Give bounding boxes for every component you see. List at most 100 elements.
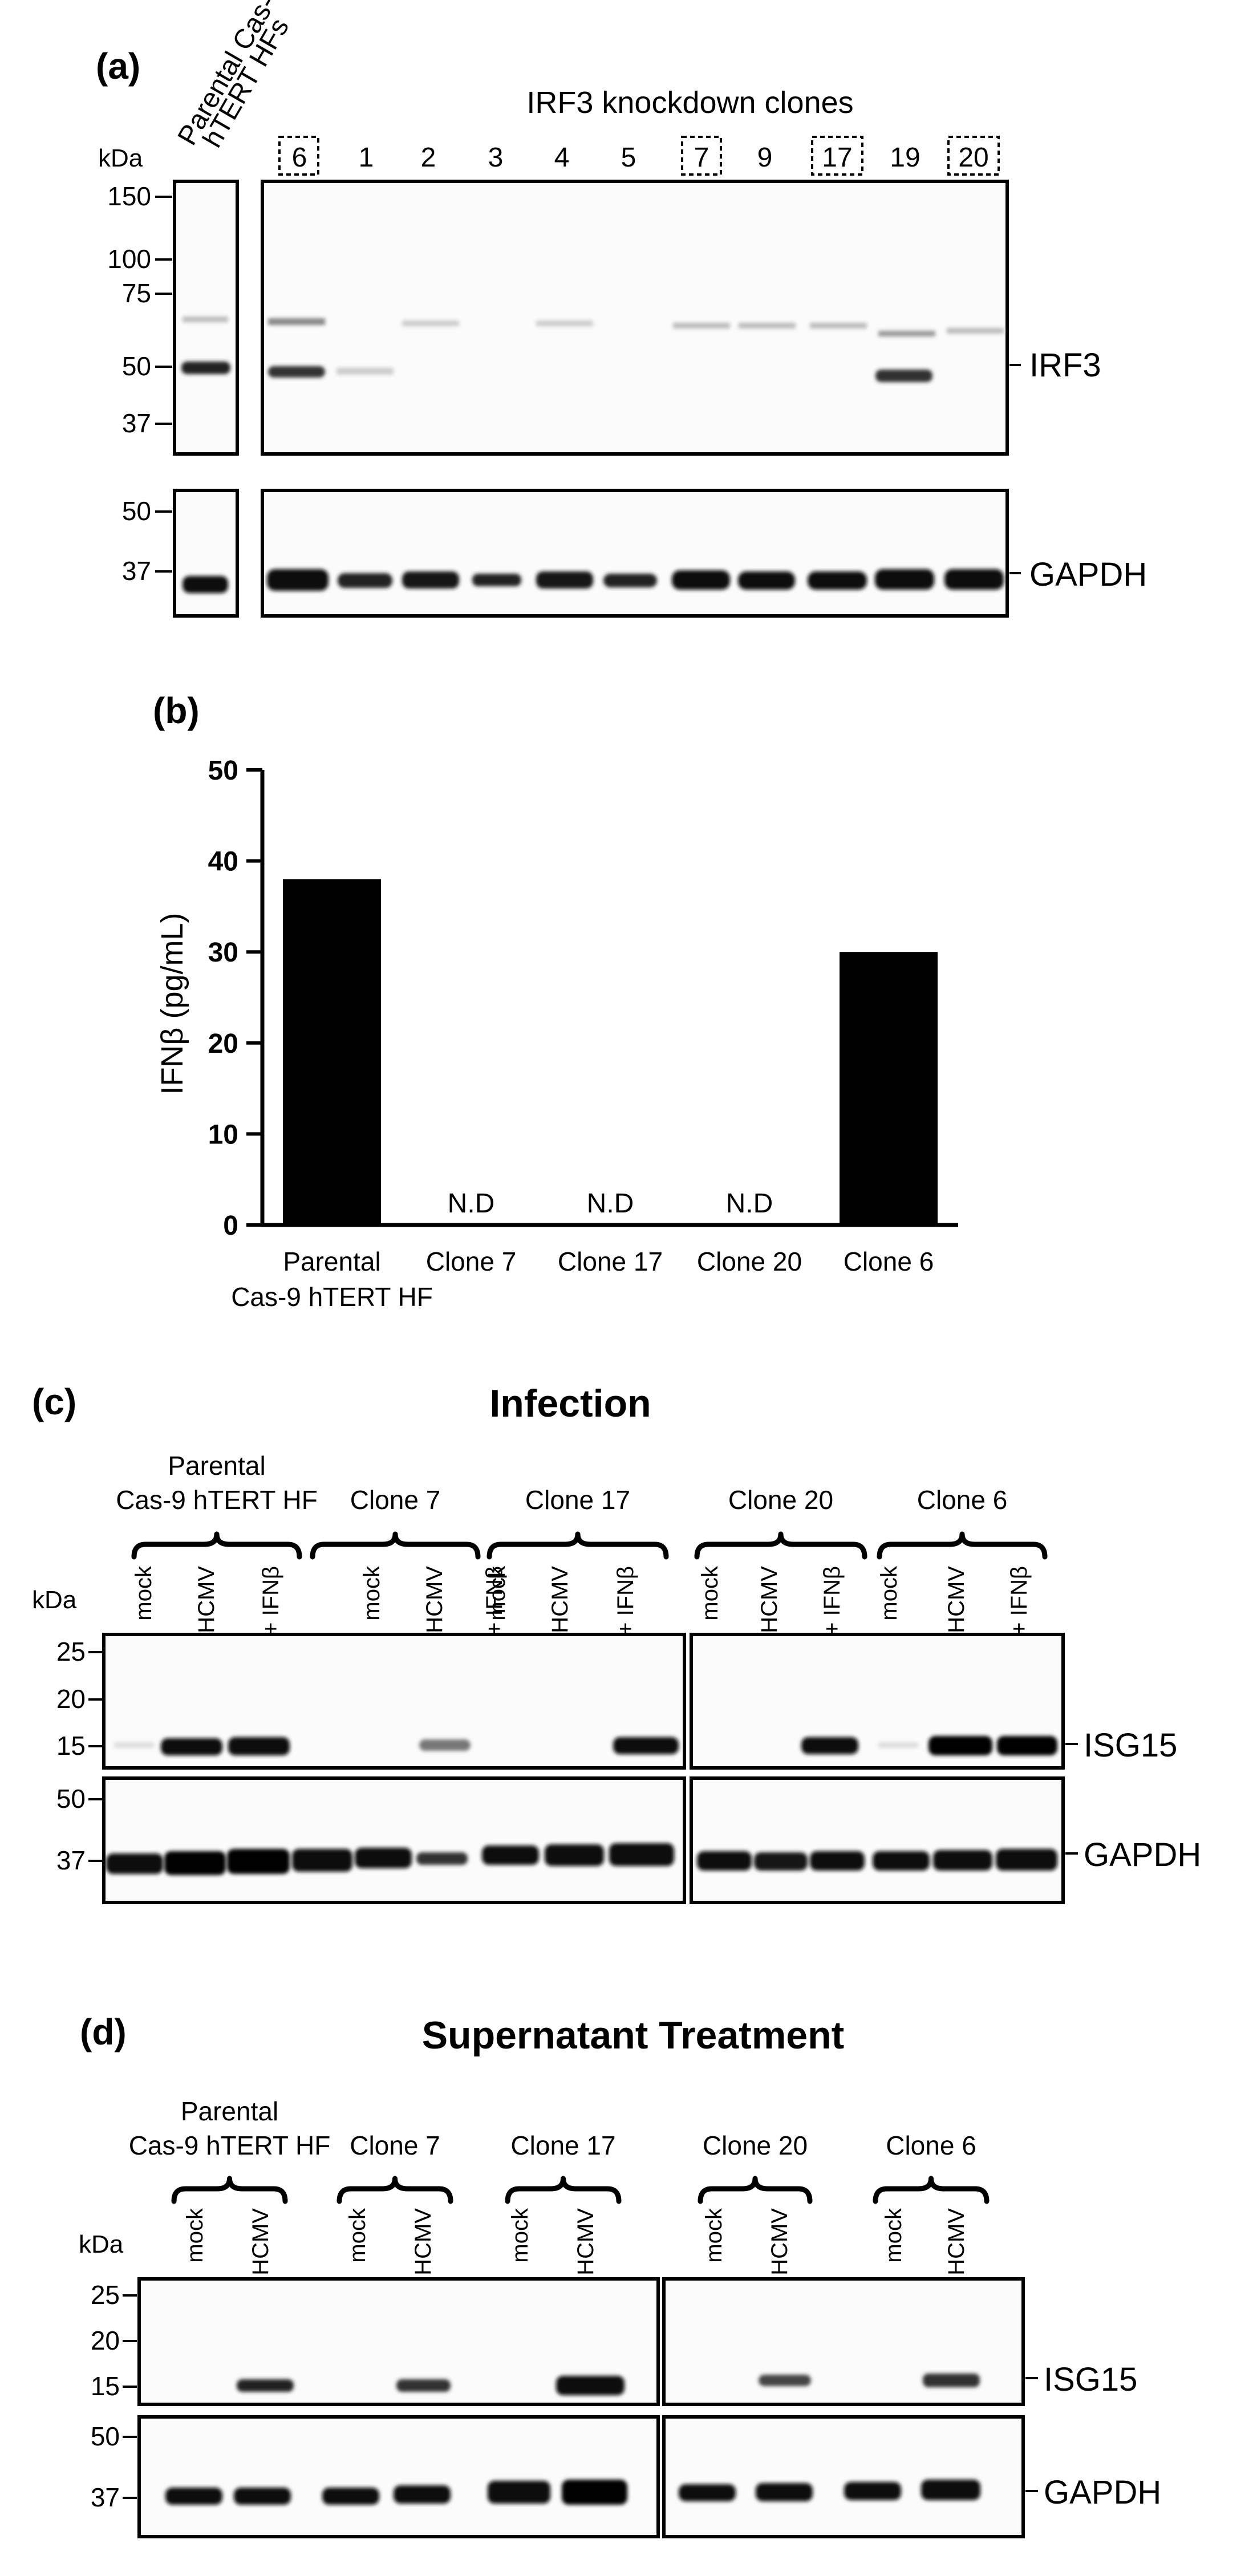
group-label: Clone 6 — [917, 1485, 1008, 1515]
gapdh-c-blot-left — [102, 1776, 686, 1904]
lane-17-highlight-box — [811, 136, 863, 176]
group-brace — [336, 2176, 453, 2204]
panel-c-group-headers: Parental Cas-9 hTERT HF mock HCMV + IFNβ Clon… — [116, 1451, 1048, 1636]
gapdh-band-1 — [338, 573, 392, 588]
x-tick-label: Clone 6 — [844, 1247, 934, 1276]
panel-d-label: (d) — [80, 2011, 127, 2052]
group-label: Clone 20 — [703, 2131, 808, 2160]
marker-37: 37 — [122, 408, 151, 438]
irf3-band-clone1 — [336, 368, 394, 375]
marker-d-50: 50 — [91, 2421, 120, 2451]
panel-a: (a) Parental Cas-9 hTERT HFs IRF3 knockd… — [96, 0, 1147, 618]
data-label-nd: N.D — [726, 1188, 773, 1219]
isg15-d-band-parental-hcmv — [237, 2379, 294, 2392]
panel-d-title: Supernatant Treatment — [422, 2014, 845, 2057]
gapdh-d-band-1 — [165, 2488, 222, 2505]
condition-label: + IFNβ — [1007, 1566, 1032, 1636]
condition-label: mock — [359, 1565, 384, 1621]
lane-label-17: 17 — [822, 143, 852, 173]
condition-label: + IFNβ — [258, 1566, 283, 1636]
gapdh-c-band-8 — [545, 1844, 604, 1866]
marker-c-25: 25 — [56, 1637, 86, 1666]
ifnb-bar-chart: 0 10 20 30 40 50 IFNβ (pg/mL) Parental Cas-9 hTE… — [155, 756, 958, 1312]
gapdh-band-6 — [267, 569, 329, 591]
irf3-clones-blot — [261, 180, 1009, 456]
data-label-nd: N.D — [587, 1188, 634, 1219]
marker-gapdh-37: 37 — [122, 556, 151, 586]
gapdh-c-band-6 — [416, 1852, 468, 1865]
panel-c-kda-label: kDa — [32, 1586, 77, 1614]
gapdh-band-2 — [402, 571, 459, 589]
bar — [283, 879, 381, 1225]
gapdh-clones-blot — [261, 489, 1009, 618]
y-tick-label: 30 — [208, 938, 238, 968]
group-label: Clone 6 — [886, 2131, 976, 2160]
gapdh-c-band-13 — [873, 1851, 930, 1871]
group-brace — [698, 2176, 813, 2204]
panel-c-title: Infection — [489, 1382, 651, 1425]
group-brace — [486, 1531, 669, 1560]
gapdh-blot-a — [173, 489, 1009, 618]
group-label: Clone 17 — [510, 2131, 615, 2160]
group-label: Clone 7 — [350, 2131, 440, 2160]
irf3-band-clone4 — [536, 321, 593, 326]
y-tick-label: 20 — [208, 1029, 238, 1059]
y-tick-label: 40 — [208, 847, 238, 877]
lane-label-5: 5 — [621, 143, 636, 173]
x-tick-label: Clone 20 — [697, 1247, 802, 1276]
isg15-d-band-clone17-hcmv — [556, 2376, 625, 2395]
gapdh-band-20 — [944, 569, 1004, 590]
gapdh-band-4 — [536, 571, 593, 589]
condition-label: + IFNβ — [613, 1566, 638, 1636]
marker-d-25: 25 — [91, 2280, 120, 2310]
isg15-d-band-clone6-hcmv — [923, 2374, 980, 2387]
group-brace — [505, 2176, 622, 2204]
group-label: Clone 17 — [525, 1485, 630, 1515]
irf3-label: IRF3 — [1029, 347, 1101, 384]
panel-d: (d) Supernatant Treatment Parental Cas-9 … — [79, 2011, 1161, 2538]
condition-label: HCMV — [411, 2208, 436, 2275]
irf3-band-clone17 — [810, 323, 867, 328]
gapdh-band-17 — [808, 571, 867, 590]
marker-c-15: 15 — [56, 1731, 86, 1760]
condition-label: mock — [183, 2208, 208, 2263]
gapdh-band-19 — [875, 569, 934, 590]
gapdh-c-band-14 — [933, 1850, 992, 1871]
irf3-blot — [173, 180, 1009, 456]
condition-label: mock — [698, 1565, 723, 1621]
gapdh-c-band-4 — [292, 1849, 352, 1872]
group-brace — [873, 2176, 990, 2204]
isg15-c-band-clone6-mock — [878, 1742, 918, 1748]
lane-label-2: 2 — [421, 143, 436, 173]
marker-c-20: 20 — [56, 1684, 86, 1714]
condition-label: + IFNβ — [482, 1566, 507, 1636]
isg15-blot-d — [137, 2277, 1025, 2406]
lane-7-highlight-box — [681, 136, 722, 176]
isg15-d-band-clone20-hcmv — [759, 2375, 811, 2386]
gapdh-c-band-3 — [227, 1849, 290, 1874]
irf3-band-clone9 — [739, 323, 796, 328]
y-tick-label: 50 — [208, 756, 238, 786]
marker-150: 150 — [107, 181, 151, 211]
marker-c-37: 37 — [56, 1845, 86, 1875]
gapdh-d-band-2 — [234, 2488, 291, 2505]
irf3-band-clone2 — [402, 321, 459, 326]
group-label: Cas-9 hTERT HF — [129, 2131, 331, 2160]
isg15-d-label: ISG15 — [1044, 2361, 1137, 2398]
gapdh-d-band-10 — [921, 2480, 980, 2500]
panel-b-label: (b) — [153, 690, 200, 731]
gapdh-d-band-5 — [488, 2481, 550, 2504]
panel-a-label: (a) — [96, 46, 140, 87]
gapdh-d-band-8 — [756, 2483, 813, 2501]
gapdh-d-band-3 — [322, 2488, 379, 2505]
x-tick-label: Clone 17 — [558, 1247, 663, 1276]
gapdh-blot-c — [102, 1776, 1065, 1904]
panel-d-group-headers: Parental Cas-9 hTERT HF mock HCMV Clone 7 moc… — [129, 2096, 990, 2275]
gapdh-c-band-7 — [482, 1845, 539, 1865]
condition-label: mock — [485, 1565, 510, 1621]
irf3-faint-band-parental — [183, 317, 228, 322]
gapdh-c-band-11 — [754, 1852, 808, 1871]
gapdh-c-blot-right — [690, 1776, 1065, 1904]
lane-label-6: 6 — [292, 143, 307, 173]
